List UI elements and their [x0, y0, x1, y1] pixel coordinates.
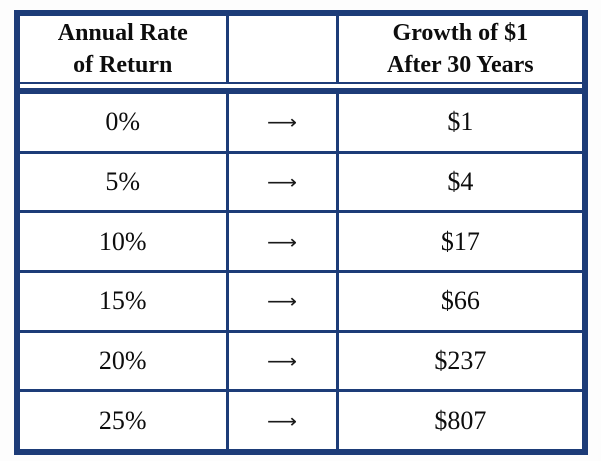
header-annual-rate-line2: of Return: [73, 52, 173, 78]
arrow-cell: ⟶: [229, 94, 339, 151]
right-arrow-icon: ⟶: [267, 171, 298, 193]
arrow-cell: ⟶: [229, 273, 339, 330]
rate-cell: 5%: [20, 153, 229, 211]
header-growth: Growth of $1 After 30 Years: [339, 16, 582, 82]
table-row: 10% ⟶ $17: [20, 210, 582, 271]
arrow-cell: ⟶: [229, 213, 339, 271]
right-arrow-icon: ⟶: [267, 230, 298, 253]
right-arrow-icon: ⟶: [267, 350, 298, 372]
rate-cell: 20%: [20, 332, 229, 390]
arrow-cell: ⟶: [229, 392, 339, 450]
header-spacer-cell: [229, 16, 339, 82]
growth-cell: $17: [440, 226, 480, 256]
table-body: 0% ⟶ $1 5% ⟶ $4 10% ⟶ $17 15% ⟶ $66 20% …: [20, 94, 582, 450]
header-body-thick-border: [20, 88, 582, 94]
right-arrow-icon: ⟶: [267, 290, 298, 313]
table-row: 25% ⟶ $807: [20, 389, 582, 450]
rate-cell: 10%: [20, 213, 229, 271]
header-body-gap: [20, 84, 582, 88]
table-row: 5% ⟶ $4: [20, 150, 582, 211]
header-annual-rate-line1: Annual Rate: [57, 20, 188, 46]
right-arrow-icon: ⟶: [267, 111, 298, 134]
rate-cell: 25%: [20, 392, 229, 450]
header-growth-line1: Growth of $1: [392, 20, 529, 46]
table-header-row: Annual Rate of Return Growth of $1 After…: [20, 16, 582, 84]
header-annual-rate: Annual Rate of Return: [20, 16, 229, 82]
arrow-cell: ⟶: [229, 153, 339, 211]
rate-cell: 0%: [20, 94, 229, 151]
growth-of-dollar-table: Annual Rate of Return Growth of $1 After…: [14, 10, 588, 455]
growth-cell: $1: [447, 107, 474, 137]
header-growth-line2: After 30 Years: [387, 52, 534, 78]
right-arrow-icon: ⟶: [267, 409, 298, 432]
growth-cell: $807: [434, 405, 487, 435]
table-row: 15% ⟶ $66: [20, 270, 582, 330]
table-row: 0% ⟶ $1: [20, 94, 582, 151]
rate-cell: 15%: [20, 273, 229, 330]
arrow-cell: ⟶: [229, 332, 339, 390]
growth-cell: $237: [434, 346, 487, 376]
growth-cell: $66: [440, 286, 480, 316]
growth-cell: $4: [447, 167, 474, 196]
table-row: 20% ⟶ $237: [20, 329, 582, 390]
